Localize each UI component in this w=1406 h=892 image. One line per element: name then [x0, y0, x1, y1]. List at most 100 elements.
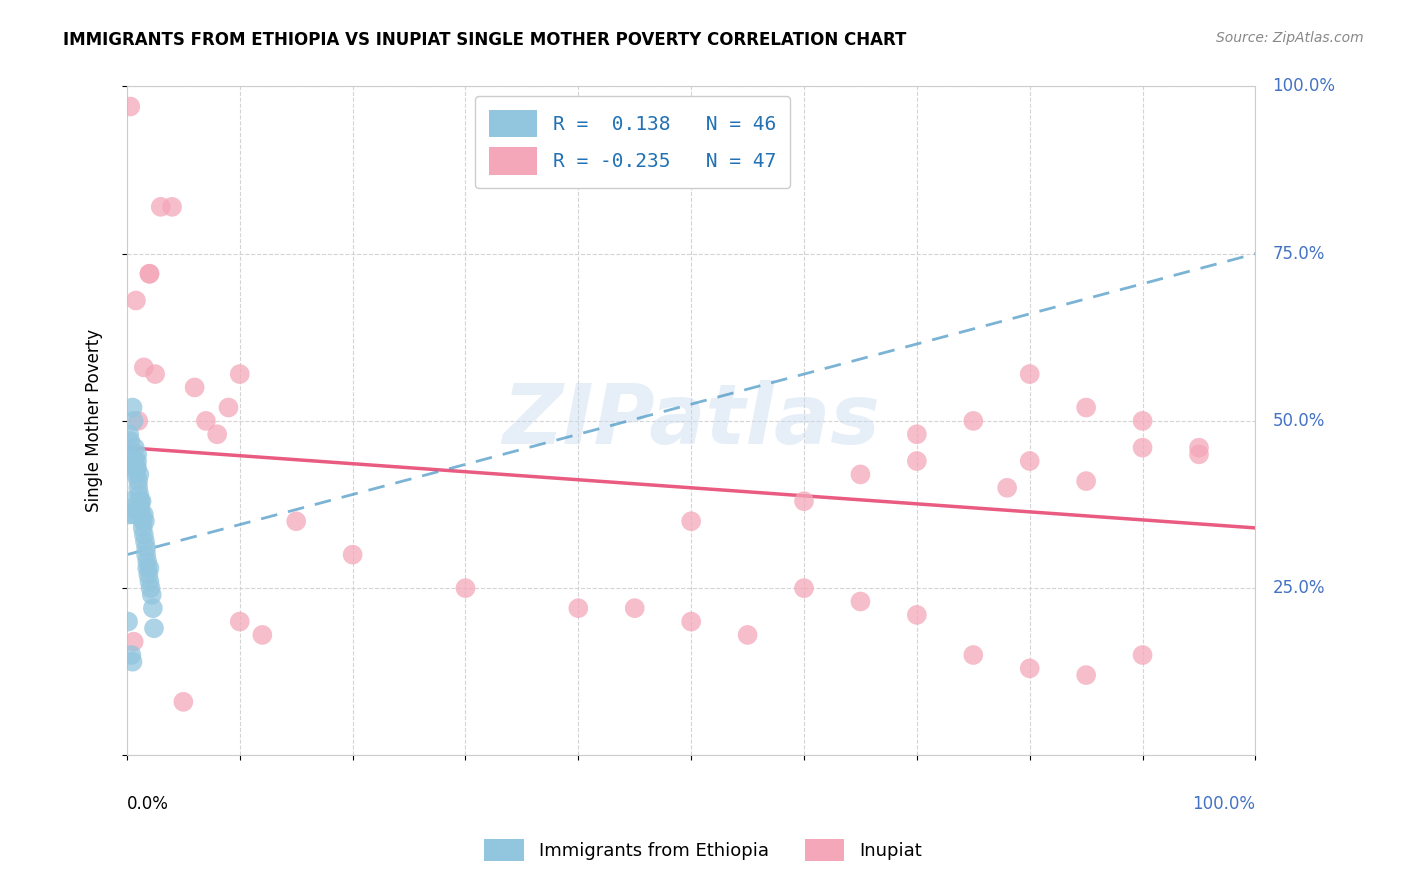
Point	[138, 561, 160, 575]
Point	[905, 454, 928, 468]
Point	[127, 414, 149, 428]
Point	[1018, 454, 1040, 468]
Point	[229, 367, 252, 381]
Point	[454, 581, 477, 595]
Point	[962, 414, 984, 428]
Point	[681, 615, 703, 629]
Point	[136, 554, 159, 568]
Point	[172, 695, 194, 709]
Point	[1076, 401, 1098, 415]
Point	[1076, 474, 1098, 488]
Point	[132, 508, 155, 522]
Point	[122, 414, 145, 428]
Point	[135, 541, 157, 555]
Point	[1132, 648, 1154, 662]
Point	[124, 441, 146, 455]
Point	[737, 628, 759, 642]
Point	[1188, 441, 1211, 455]
Point	[120, 454, 142, 468]
Point	[1018, 367, 1040, 381]
Text: 100.0%: 100.0%	[1272, 78, 1336, 95]
Text: 75.0%: 75.0%	[1272, 244, 1324, 262]
Point	[793, 581, 815, 595]
Point	[125, 454, 148, 468]
Point	[131, 494, 153, 508]
Point	[623, 601, 645, 615]
Point	[142, 601, 165, 615]
Point	[120, 648, 142, 662]
Point	[129, 500, 152, 515]
Point	[120, 99, 142, 113]
Text: 25.0%: 25.0%	[1272, 579, 1324, 597]
Legend: R =  0.138   N = 46, R = -0.235   N = 47: R = 0.138 N = 46, R = -0.235 N = 47	[475, 96, 790, 188]
Point	[905, 427, 928, 442]
Point	[134, 534, 156, 549]
Point	[160, 200, 183, 214]
Text: ZIPatlas: ZIPatlas	[502, 380, 880, 461]
Legend: Immigrants from Ethiopia, Inupiat: Immigrants from Ethiopia, Inupiat	[475, 830, 931, 870]
Point	[124, 454, 146, 468]
Point	[121, 500, 143, 515]
Point	[120, 447, 142, 461]
Point	[793, 494, 815, 508]
Point	[962, 648, 984, 662]
Point	[125, 460, 148, 475]
Point	[143, 621, 166, 635]
Point	[127, 474, 149, 488]
Point	[117, 615, 139, 629]
Point	[136, 561, 159, 575]
Point	[132, 527, 155, 541]
Text: Source: ZipAtlas.com: Source: ZipAtlas.com	[1216, 31, 1364, 45]
Point	[849, 467, 872, 482]
Point	[1132, 414, 1154, 428]
Point	[127, 481, 149, 495]
Point	[183, 380, 205, 394]
Point	[567, 601, 589, 615]
Point	[131, 508, 153, 522]
Point	[134, 514, 156, 528]
Point	[342, 548, 364, 562]
Point	[118, 427, 141, 442]
Text: 100.0%: 100.0%	[1192, 796, 1256, 814]
Point	[995, 481, 1018, 495]
Point	[905, 607, 928, 622]
Point	[120, 434, 142, 448]
Point	[205, 427, 228, 442]
Point	[117, 494, 139, 508]
Point	[122, 508, 145, 522]
Point	[125, 293, 148, 308]
Point	[128, 467, 150, 482]
Point	[681, 514, 703, 528]
Point	[121, 655, 143, 669]
Point	[218, 401, 240, 415]
Point	[121, 401, 143, 415]
Point	[229, 615, 252, 629]
Point	[1188, 447, 1211, 461]
Point	[132, 360, 155, 375]
Point	[132, 514, 155, 528]
Point	[139, 581, 162, 595]
Point	[128, 487, 150, 501]
Point	[149, 200, 172, 214]
Point	[1018, 661, 1040, 675]
Point	[285, 514, 308, 528]
Point	[125, 447, 148, 461]
Point	[135, 548, 157, 562]
Point	[143, 367, 166, 381]
Point	[1076, 668, 1098, 682]
Point	[141, 588, 163, 602]
Point	[252, 628, 274, 642]
Point	[138, 567, 160, 582]
Point	[132, 521, 155, 535]
Text: IMMIGRANTS FROM ETHIOPIA VS INUPIAT SINGLE MOTHER POVERTY CORRELATION CHART: IMMIGRANTS FROM ETHIOPIA VS INUPIAT SING…	[63, 31, 907, 49]
Y-axis label: Single Mother Poverty: Single Mother Poverty	[86, 329, 103, 513]
Point	[138, 267, 160, 281]
Point	[118, 508, 141, 522]
Point	[849, 594, 872, 608]
Text: 50.0%: 50.0%	[1272, 412, 1324, 430]
Point	[194, 414, 217, 428]
Point	[1132, 441, 1154, 455]
Point	[120, 460, 142, 475]
Point	[138, 267, 160, 281]
Text: 0.0%: 0.0%	[127, 796, 169, 814]
